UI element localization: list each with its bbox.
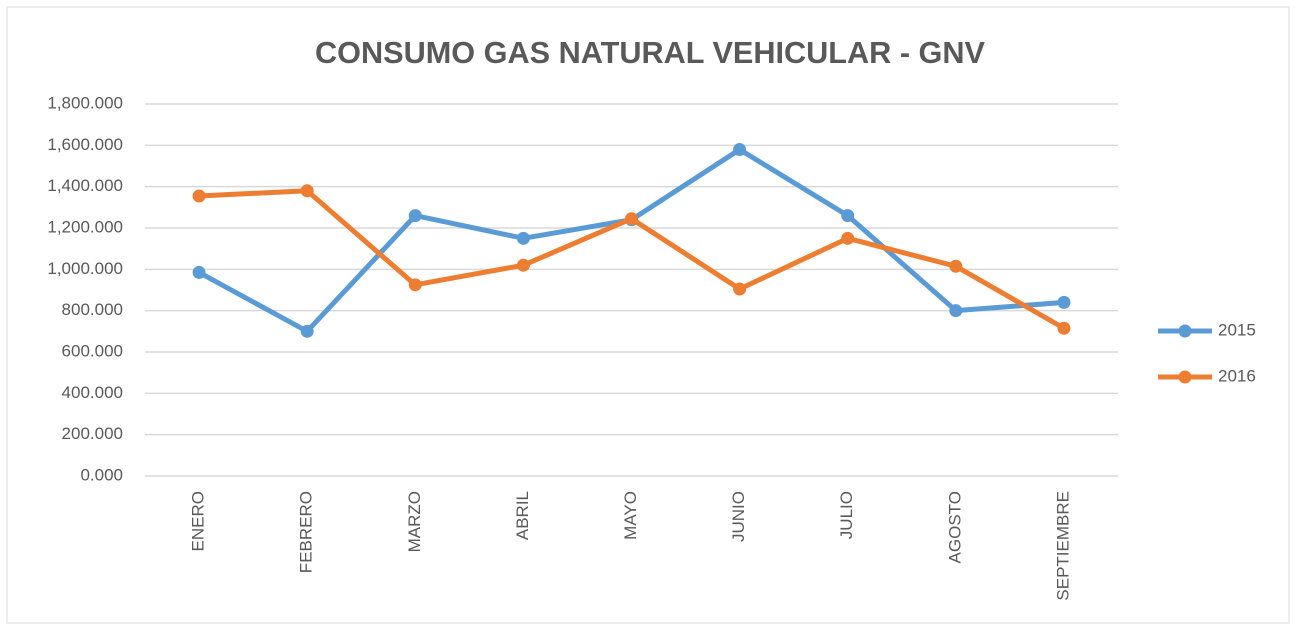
y-tick-label: 1,200.000 [47,217,123,236]
data-point [516,231,530,245]
y-tick-label: 0.000 [80,465,123,484]
data-point [733,282,747,296]
y-tick-label: 600.000 [62,341,123,360]
data-point [841,209,855,223]
y-tick-label: 1,000.000 [47,259,123,278]
x-tick-label: MARZO [405,491,424,552]
data-point [408,278,422,292]
legend-marker [1178,324,1192,338]
x-tick-label: FEBRERO [297,491,316,573]
y-tick-label: 200.000 [62,424,123,443]
legend-marker [1178,370,1192,384]
x-tick-label: MAYO [621,491,640,540]
data-point [949,259,963,273]
x-tick-label: AGOSTO [945,491,964,563]
data-point [408,209,422,223]
chart-title: CONSUMO GAS NATURAL VEHICULAR - GNV [315,35,985,70]
x-tick-label: ABRIL [513,491,532,540]
x-tick-label: SEPTIEMBRE [1053,491,1072,601]
y-tick-label: 1,400.000 [47,176,123,195]
data-point [625,212,638,226]
y-tick-label: 1,800.000 [47,93,123,112]
x-tick-label: ENERO [189,491,208,551]
data-point [300,324,314,338]
data-point [733,142,747,156]
y-tick-label: 1,600.000 [47,135,123,154]
chart-frame [6,6,1290,624]
data-point [1057,321,1071,335]
data-point [1057,295,1071,309]
x-tick-label: JUNIO [729,491,748,542]
y-tick-label: 400.000 [62,383,123,402]
legend-label: 2016 [1218,366,1256,385]
data-point [300,184,314,198]
legend-label: 2015 [1218,320,1256,339]
data-point [516,258,530,272]
y-tick-label: 800.000 [62,300,123,319]
x-tick-label: JULIO [837,491,856,539]
data-point [841,231,855,245]
data-point [949,304,963,318]
data-point [192,189,206,203]
data-point [192,265,206,279]
